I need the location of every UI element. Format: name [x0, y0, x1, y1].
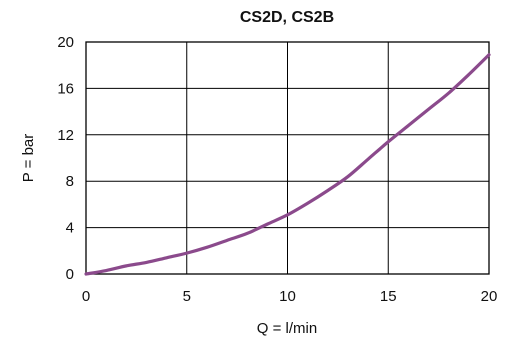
y-tick-label: 12	[57, 127, 74, 144]
y-tick-label: 16	[57, 80, 74, 97]
x-tick-label: 15	[380, 288, 397, 305]
plot-frame	[85, 41, 490, 275]
tick-labels: 0 5 10 15 20 0 4 8 12 16 20	[57, 34, 497, 305]
y-tick-label: 8	[66, 173, 74, 190]
x-axis-label: Q = l/min	[257, 320, 317, 337]
x-tick-label: 0	[82, 288, 90, 305]
series-group	[84, 53, 491, 276]
x-tick-label: 10	[279, 288, 296, 305]
grid	[86, 42, 489, 274]
x-tick-label: 20	[481, 288, 498, 305]
y-tick-label: 20	[57, 34, 74, 51]
y-tick-label: 0	[66, 266, 74, 283]
x-tick-label: 5	[183, 288, 191, 305]
series-line-0	[84, 53, 491, 276]
y-tick-label: 4	[66, 220, 74, 237]
chart-title: CS2D, CS2B	[240, 9, 334, 26]
y-axis-label: P = bar	[20, 134, 37, 183]
